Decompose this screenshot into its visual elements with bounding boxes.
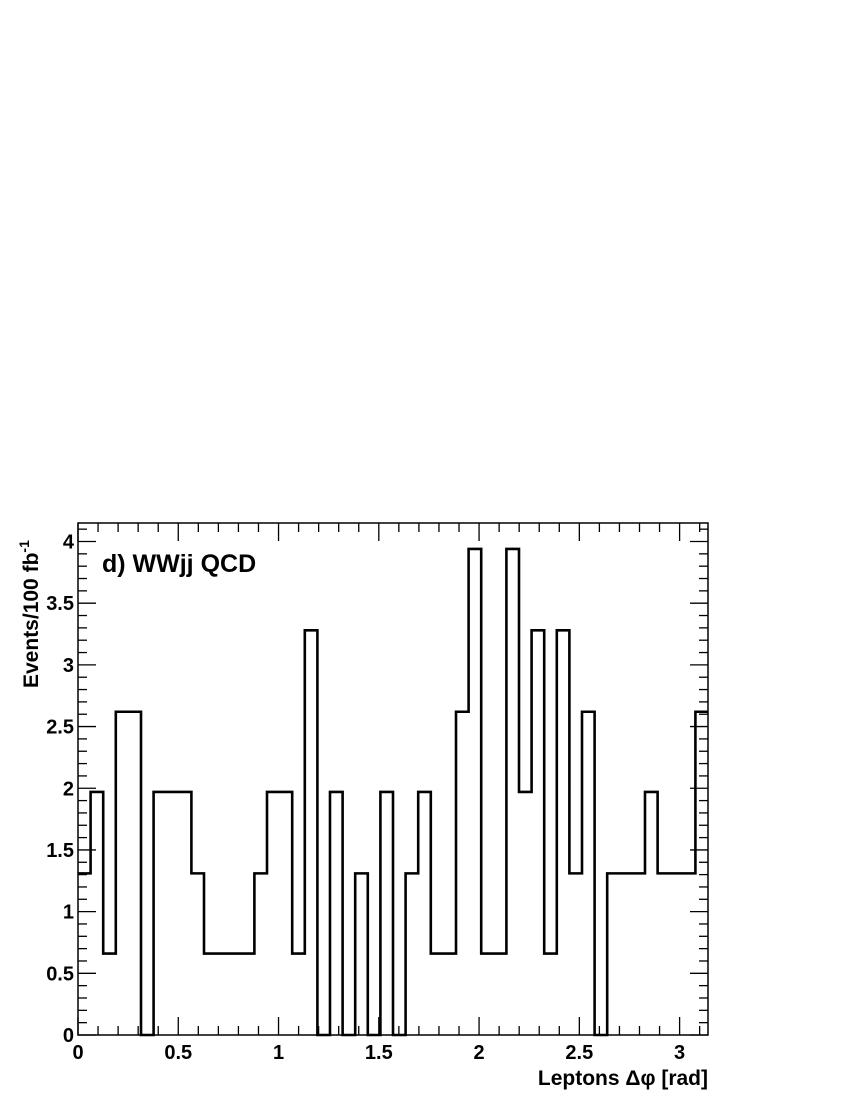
histogram-bin [431,954,444,1035]
histogram-bin [557,630,570,1035]
histogram-bin [695,712,708,1035]
x-tick-label: 3 [674,1042,685,1064]
x-axis-label: Leptons Δφ [rad] [538,1067,708,1090]
y-axis-label-superscript: -1 [16,540,32,553]
histogram-bin [582,712,595,1035]
y-tick-label: 2 [63,778,74,800]
histogram-bin [229,954,242,1035]
histogram-bin [494,954,507,1035]
histogram-bin [469,549,482,1035]
histogram-bin [645,792,658,1035]
y-tick-label: 2.5 [46,717,74,739]
x-tick-label: 0 [72,1042,83,1064]
histogram-bin [305,630,318,1035]
y-tick-label: 3 [63,655,74,677]
histogram-bin [632,873,645,1035]
histogram-bin [519,792,532,1035]
histogram-bin [456,712,469,1035]
histogram-bin [406,873,419,1035]
histogram-bin [154,792,167,1035]
histogram-bin [292,954,305,1035]
histogram-bin [91,792,104,1035]
x-tick-label: 0.5 [164,1042,192,1064]
histogram-bin [532,630,545,1035]
histogram-bin [418,792,431,1035]
y-tick-label: 0.5 [46,963,74,985]
x-tick-label: 2.5 [565,1042,593,1064]
y-tick-label: 4 [63,532,75,554]
histogram-bin [280,792,293,1035]
histogram-bin [267,792,280,1035]
histogram-bin [683,873,696,1035]
histogram [78,547,708,1037]
histogram-bin [443,954,456,1035]
y-tick-label: 1.5 [46,840,74,862]
histogram-bin [380,792,393,1035]
histogram-bin [658,873,671,1035]
histogram-outline [78,547,708,1037]
histogram-bin [204,954,217,1035]
histogram-bin [128,712,141,1035]
histogram-bin [191,873,204,1035]
histogram-bin [103,954,116,1035]
histogram-bin [166,792,179,1035]
histogram-bin [569,873,582,1035]
histogram-bin [217,954,230,1035]
axis-ticks: 0 0.5 1 1.5 2 2.5 3 0 0.5 1 1.5 2 2.5 3 3.5 4 [46,523,708,1064]
chart-title: d) WWjj QCD [102,550,256,578]
histogram-bin [481,954,494,1035]
histogram-bin [355,873,368,1035]
y-axis-label-text: Events/100 fb [20,553,43,688]
x-tick-label: 1 [273,1042,284,1064]
histogram-bin [254,873,267,1035]
histogram-bin [670,873,683,1035]
y-axis-label-group: Events/100 fb-1 [16,540,43,688]
histogram-bin [242,954,255,1035]
x-tick-label: 2 [474,1042,485,1064]
histogram-bin [116,712,129,1035]
y-tick-label: 0 [63,1025,74,1047]
histogram-bin [620,873,633,1035]
histogram-bin [544,954,557,1035]
histogram-bin [330,792,343,1035]
y-axis-label: Events/100 fb-1 [16,540,43,688]
y-tick-label: 3.5 [46,593,74,615]
histogram-bin [179,792,192,1035]
y-tick-label: 1 [63,902,74,924]
histogram-bin [506,549,519,1035]
x-tick-label: 1.5 [365,1042,393,1064]
histogram-bin [607,873,620,1035]
